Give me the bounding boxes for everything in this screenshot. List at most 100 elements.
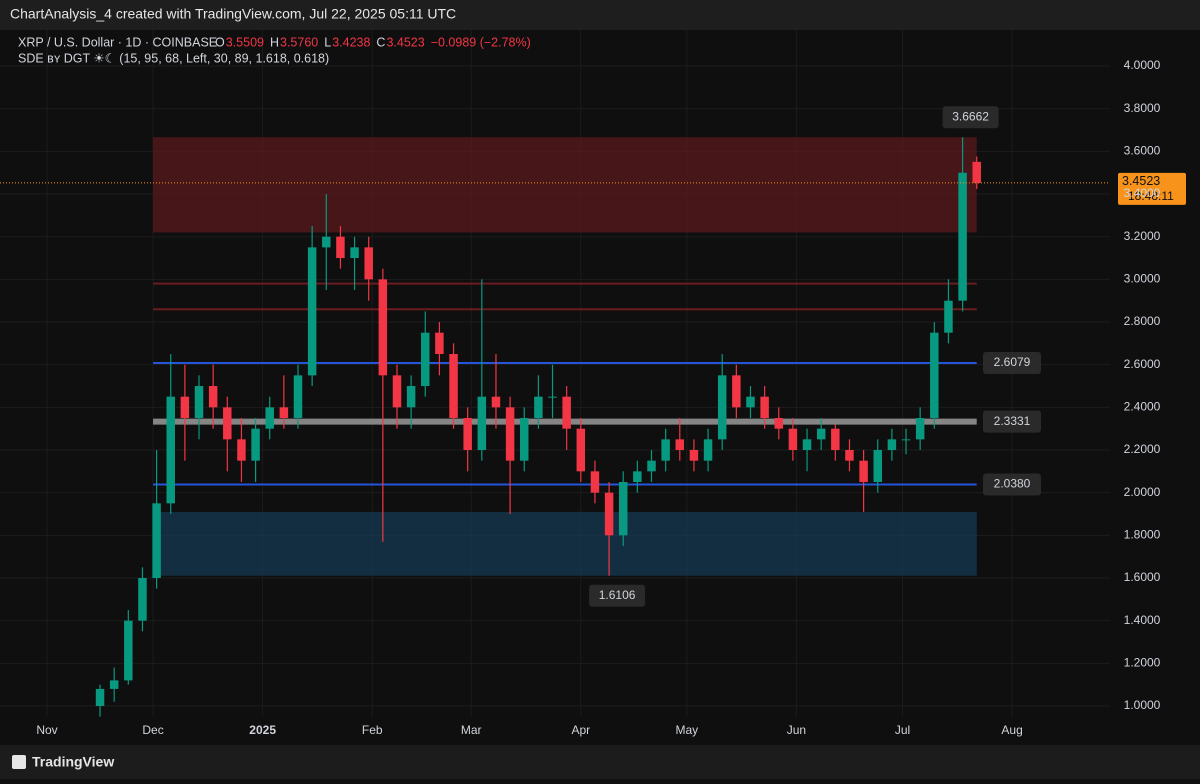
candle-body: [816, 428, 826, 440]
brand: TradingView: [32, 754, 114, 770]
candle-body: [915, 418, 925, 440]
candle-body: [138, 577, 147, 621]
level-label-box: [983, 410, 1041, 433]
x-tick-label: Jun: [787, 723, 806, 737]
legend-key: C: [376, 35, 385, 49]
level-label-box: [983, 473, 1041, 496]
legend-value: 3.4238: [332, 35, 370, 49]
candle-body: [166, 396, 175, 504]
legend-key: O: [215, 35, 225, 49]
candle-body: [421, 332, 430, 387]
candle-body: [279, 407, 289, 419]
candle-body: [717, 375, 727, 440]
y-tick-label: 2.0000: [1124, 485, 1161, 499]
candle-body: [109, 680, 119, 689]
y-tick-label: 3.6000: [1124, 144, 1161, 158]
candle-body: [336, 236, 345, 259]
candle-body: [845, 450, 854, 461]
footer-bar: [0, 745, 1200, 779]
candle-body: [208, 386, 218, 408]
overlay: 2.6079 2.3331 2.0380 3.6662 1.6106 3.452318:4…: [0, 106, 1186, 607]
candle-body: [944, 300, 953, 333]
extreme-label: 3.6662: [952, 109, 989, 123]
indicator: SDE ʙʏ DGT ☀︎☾ (15, 95, 68, Left, 30, 89…: [18, 51, 329, 65]
candle-body: [307, 247, 317, 376]
candle-body: [251, 428, 260, 461]
candle-body: [449, 354, 458, 419]
candle-body: [364, 247, 373, 280]
candle-body: [831, 428, 840, 451]
last-price-label: 3.4523: [1122, 174, 1160, 188]
y-tick-label: 3.2000: [1124, 229, 1161, 243]
candle-body: [732, 375, 741, 408]
candle-body: [746, 396, 755, 408]
candle-body: [576, 428, 586, 472]
y-tick-label: 4.0000: [1124, 58, 1161, 72]
candle-body: [887, 439, 897, 451]
candle-body: [378, 279, 388, 376]
candle-body: [647, 460, 656, 472]
candle-body: [930, 332, 939, 419]
legend-key: L: [324, 35, 331, 49]
logo: [12, 755, 26, 769]
x-tick-label: 2025: [249, 723, 276, 737]
chart-title: XRP / U.S. Dollar · 1D · COINBASE: [18, 35, 217, 49]
candle-body: [590, 471, 600, 493]
candle-body: [237, 439, 246, 461]
candle-body: [661, 439, 670, 461]
legend-value: 3.5760: [280, 35, 318, 49]
candle-body: [124, 620, 133, 681]
y-tick-label: 2.8000: [1124, 314, 1161, 328]
y-tick-label: 1.2000: [1124, 655, 1161, 669]
y-tick-label: 2.6000: [1124, 357, 1161, 371]
legend-value: 3.4523: [386, 35, 424, 49]
extreme-label: 1.6106: [599, 588, 636, 602]
level-label: 2.3331: [994, 414, 1031, 428]
candle-body: [491, 396, 501, 408]
candle-body: [293, 375, 303, 419]
y-tick-label: 1.6000: [1124, 570, 1161, 584]
x-tick-label: Dec: [142, 723, 163, 737]
y-tick-label: 2.2000: [1124, 442, 1161, 456]
candle-body: [534, 396, 543, 419]
legend-value: 3.5509: [226, 35, 264, 49]
y-tick-label: 3.0000: [1124, 272, 1161, 286]
level-label-box: [983, 351, 1041, 374]
x-tick-label: Nov: [36, 723, 57, 737]
level-label: 2.0380: [994, 477, 1031, 491]
zone: [153, 511, 977, 576]
candle-body: [505, 407, 515, 461]
candle-body: [406, 386, 416, 408]
zone: [153, 137, 977, 233]
candle-body: [774, 418, 784, 429]
attribution: ChartAnalysis_4 created with TradingView…: [10, 6, 456, 22]
extreme-label-box: [589, 584, 646, 607]
candle-body: [859, 460, 868, 483]
candle-body: [180, 396, 190, 419]
candle-body: [95, 688, 105, 706]
candle-body: [322, 236, 331, 248]
legend-key: H: [270, 35, 279, 49]
candle-body: [392, 375, 402, 408]
candle-body: [520, 418, 529, 461]
legend-change: −0.0989 (−2.78%): [431, 35, 531, 49]
extreme-label-box: [942, 106, 999, 129]
candle-body: [760, 396, 769, 419]
attribution-bar: [0, 0, 1200, 30]
candle-body: [477, 396, 487, 451]
y-tick-label: 3.4000: [1124, 186, 1161, 200]
y-tick-label: 2.4000: [1124, 400, 1161, 414]
last-price-box: [1118, 172, 1186, 205]
x-tick-label: Mar: [461, 723, 482, 737]
x-tick-label: May: [676, 723, 699, 737]
candle-body: [435, 332, 444, 355]
candle-body: [689, 450, 699, 461]
y-tick-label: 3.8000: [1124, 101, 1161, 115]
candle-body: [802, 439, 812, 451]
candle-body: [548, 396, 557, 398]
candle-body: [703, 439, 713, 461]
candle-body: [194, 386, 204, 419]
